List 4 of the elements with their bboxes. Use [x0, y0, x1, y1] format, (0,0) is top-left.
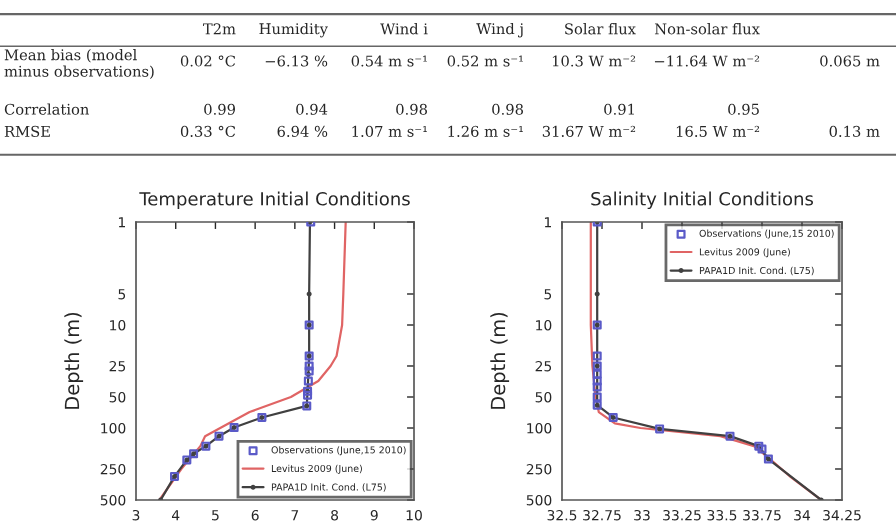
y-axis-title: Depth (m): [490, 312, 510, 409]
chart-title: Temperature Initial Conditions: [139, 191, 410, 210]
y-axis-title: Depth (m): [64, 312, 84, 409]
chart-title: Salinity Initial Conditions: [591, 191, 814, 210]
